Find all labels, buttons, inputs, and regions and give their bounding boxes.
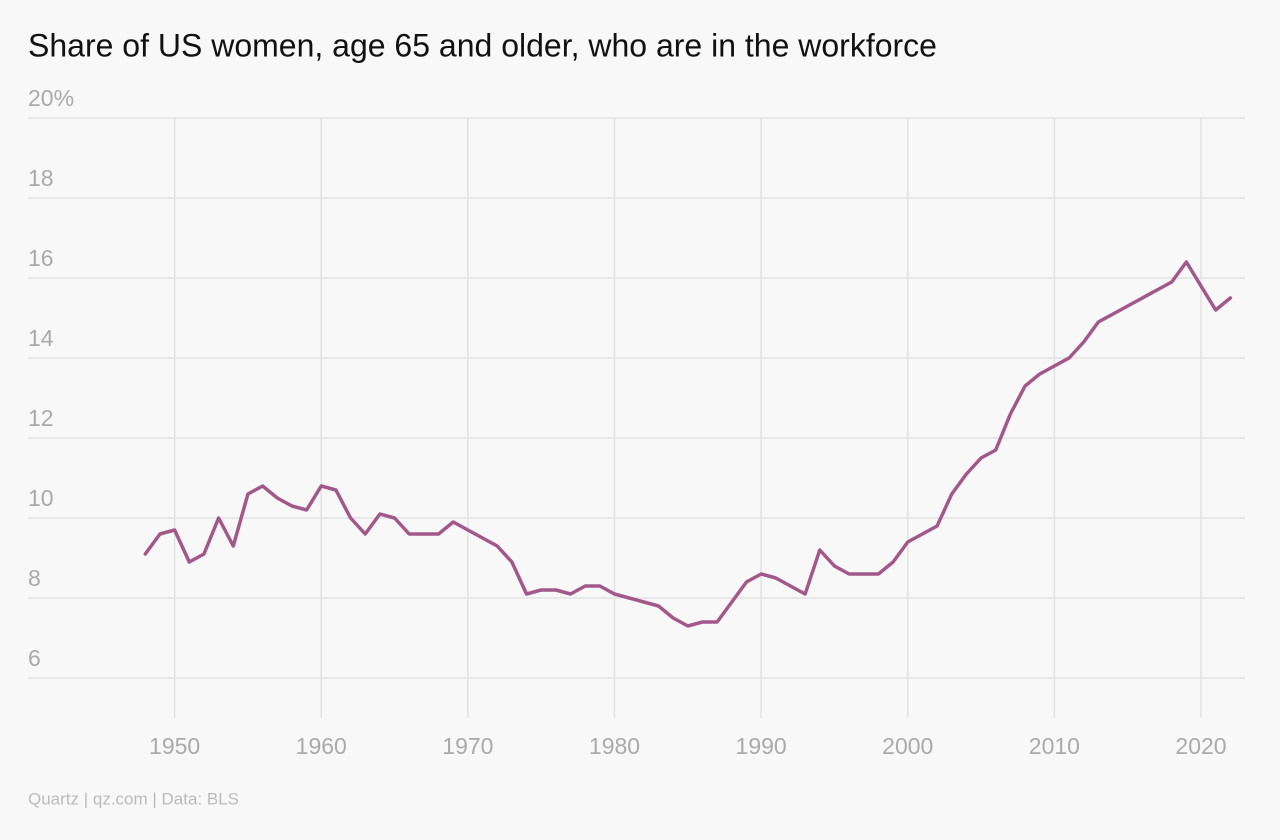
x-tick-label: 2010 — [1029, 733, 1080, 759]
x-tick-label: 1950 — [149, 733, 200, 759]
x-tick-label: 1970 — [442, 733, 493, 759]
y-tick-label: 6 — [28, 645, 41, 671]
chart-title: Share of US women, age 65 and older, who… — [28, 27, 937, 63]
x-tick-label: 1960 — [296, 733, 347, 759]
y-tick-label: 18 — [28, 165, 54, 191]
y-tick-label: 12 — [28, 405, 54, 431]
y-tick-label: 10 — [28, 485, 54, 511]
y-tick-label: 16 — [28, 245, 54, 271]
y-tick-label: 20% — [28, 85, 74, 111]
y-tick-label: 8 — [28, 565, 41, 591]
y-tick-label: 14 — [28, 325, 54, 351]
source: Quartz | qz.com | Data: BLS — [28, 789, 239, 808]
x-tick-label: 2020 — [1175, 733, 1226, 759]
data-line — [143, 260, 1233, 628]
x-tick-label: 2000 — [882, 733, 933, 759]
x-tick-label: 1980 — [589, 733, 640, 759]
x-tick-label: 1990 — [736, 733, 787, 759]
